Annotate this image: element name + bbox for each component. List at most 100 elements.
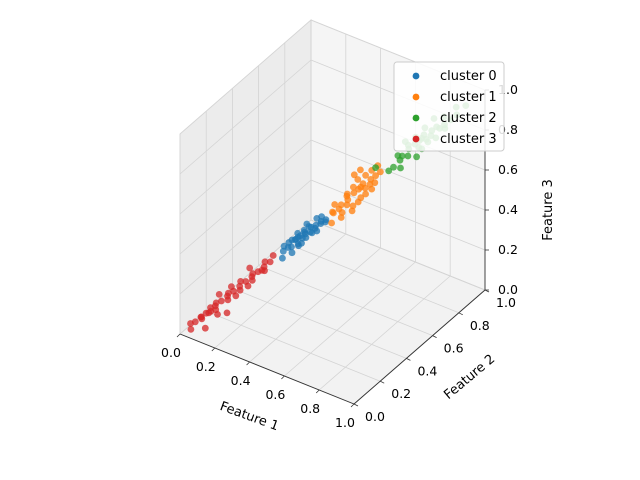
scatter-point-cluster-1 (350, 171, 358, 179)
x-tick (176, 333, 181, 338)
scatter-point-cluster-0 (288, 243, 295, 251)
scatter-point-cluster-3 (236, 286, 244, 294)
x-tick-label: 1.0 (335, 415, 355, 430)
scatter-point-cluster-1 (371, 179, 379, 187)
legend-marker-cluster-3 (412, 135, 420, 143)
y-tick (432, 335, 437, 338)
y-tick (484, 289, 490, 293)
scatter-point-cluster-1 (350, 189, 358, 197)
legend-entry: cluster 0 (412, 69, 497, 84)
grid-line-back-z (310, 179, 486, 251)
legend-label-cluster-0: cluster 0 (440, 69, 497, 84)
scatter-point-cluster-3 (223, 309, 231, 317)
legend-entry: cluster 1 (412, 90, 497, 105)
scatter-point-cluster-1 (372, 172, 379, 180)
scatter-point-cluster-1 (377, 168, 384, 176)
scatter-point-cluster-1 (331, 201, 339, 208)
y-axis-label: Feature 2 (441, 352, 498, 403)
scatter-point-cluster-2 (397, 164, 404, 172)
scatter-point-cluster-3 (248, 277, 256, 284)
y-tick (353, 403, 359, 407)
x-tick-label: 0.2 (196, 359, 216, 374)
y-tick-label: 0.2 (391, 386, 411, 401)
y-tick-label: 0.4 (417, 363, 437, 378)
y-tick-label: 1.0 (496, 295, 516, 310)
scatter-point-cluster-1 (337, 214, 345, 221)
y-tick (380, 380, 385, 384)
x-tick (281, 375, 285, 380)
y-tick-label: 0.8 (470, 318, 490, 333)
scatter-point-cluster-1 (329, 208, 336, 216)
z-tick-label: 0.0 (498, 282, 518, 297)
x-axis-line (179, 333, 355, 405)
scatter-point-cluster-0 (313, 227, 321, 235)
scatter-point-cluster-1 (328, 219, 335, 227)
scatter-point-cluster-1 (368, 185, 376, 193)
scatter-point-cluster-1 (354, 176, 362, 183)
grid-line-left-z (179, 99, 312, 215)
legend-frame (393, 61, 505, 152)
scatter-point-cluster-1 (357, 166, 364, 174)
legend-entry: cluster 3 (412, 132, 497, 147)
scatter-point-cluster-2 (390, 163, 397, 171)
z-tick-label: 0.2 (498, 242, 518, 257)
x-tick-label: 0.8 (300, 401, 320, 416)
scatter-point-cluster-3 (254, 268, 262, 276)
grid-line-back-z (310, 139, 486, 211)
grid-line-floor-x (214, 233, 347, 349)
x-tick (211, 347, 216, 352)
scatter-point-cluster-2 (385, 167, 393, 175)
x-tick-label: 0.0 (161, 345, 181, 360)
grid-line-floor-y (232, 288, 407, 359)
scatter-point-cluster-1 (343, 201, 351, 209)
scatter-point-cluster-1 (354, 198, 362, 206)
scatter-point-cluster-3 (269, 252, 277, 259)
grid-line-floor-y (310, 219, 486, 291)
scatter-point-cluster-0 (288, 249, 296, 257)
scatter-point-cluster-3 (191, 318, 199, 326)
x-tick (350, 403, 355, 408)
legend-entry: cluster 2 (412, 111, 497, 126)
scatter-point-cluster-0 (295, 242, 302, 250)
scatter-point-cluster-2 (372, 164, 379, 172)
scatter-point-cluster-3 (266, 258, 274, 266)
scatter-point-cluster-3 (224, 296, 232, 304)
x-axis-label: Feature 1 (218, 399, 281, 434)
legend-label-cluster-1: cluster 1 (440, 90, 497, 105)
grid-line-left-z (179, 59, 312, 175)
scatter-point-cluster-1 (362, 190, 369, 198)
scatter-point-cluster-3 (218, 297, 225, 305)
z-tick-label: 0.4 (498, 202, 518, 217)
scatter-point-cluster-3 (187, 326, 195, 333)
scatter-point-cluster-0 (302, 234, 310, 242)
scatter-point-cluster-3 (215, 291, 223, 298)
scatter-point-cluster-0 (322, 216, 330, 224)
z-axis-label: Feature 3 (541, 179, 556, 241)
x-tick-label: 0.6 (265, 387, 285, 402)
y-tick (406, 358, 411, 361)
grid-line-floor-y (284, 242, 459, 314)
y-tick-label: 0.0 (365, 409, 385, 424)
scatter-point-cluster-0 (279, 247, 287, 255)
scatter-point-cluster-1 (355, 185, 362, 193)
legend-label-cluster-3: cluster 3 (440, 132, 497, 147)
x-tick (246, 361, 250, 366)
y-tick-label: 0.6 (444, 341, 464, 356)
scatter-point-cluster-3 (261, 267, 268, 275)
y-tick (458, 312, 463, 316)
scatter-point-cluster-1 (362, 171, 369, 179)
grid-line-floor-y (258, 265, 433, 336)
grid-line-left-z (179, 19, 312, 135)
scatter-point-cluster-3 (232, 292, 240, 300)
legend-marker-cluster-0 (412, 72, 420, 80)
x-tick (315, 389, 320, 394)
legend-label-cluster-2: cluster 2 (440, 111, 497, 126)
legend-marker-cluster-1 (412, 93, 420, 101)
scatter-point-cluster-2 (404, 152, 412, 160)
scatter-point-cluster-1 (343, 190, 351, 198)
grid-line-left-z (179, 139, 312, 255)
scatter-point-cluster-3 (244, 282, 252, 290)
scatter-point-cluster-1 (348, 207, 356, 215)
scatter-point-cluster-0 (279, 254, 286, 262)
